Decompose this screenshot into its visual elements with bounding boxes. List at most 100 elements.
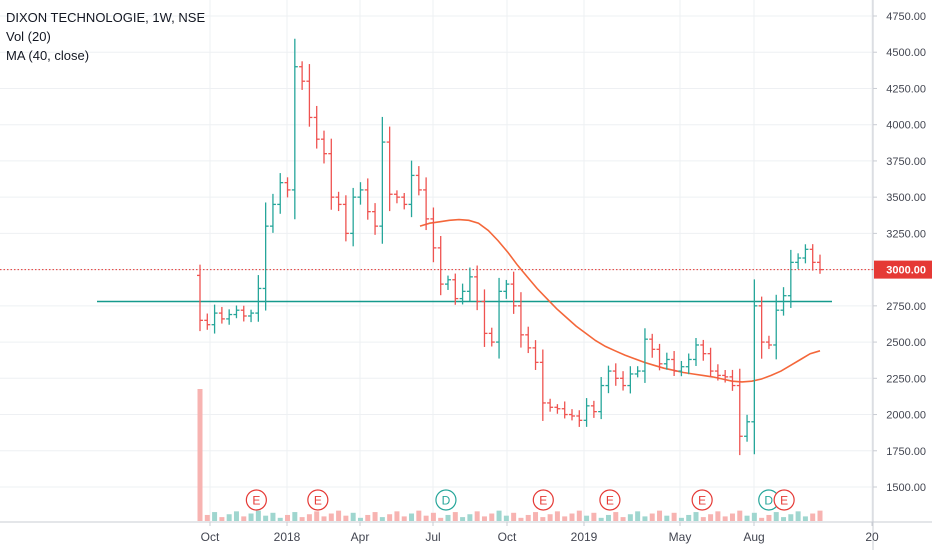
- ohlc-bar[interactable]: [445, 275, 451, 290]
- ohlc-bar[interactable]: [773, 294, 780, 360]
- ohlc-bar[interactable]: [211, 304, 218, 334]
- ohlc-bar[interactable]: [393, 190, 400, 204]
- ohlc-bar[interactable]: [262, 202, 269, 311]
- ohlc-bar[interactable]: [795, 253, 802, 269]
- ohlc-bar[interactable]: [671, 351, 678, 376]
- volume-indicator-label[interactable]: Vol (20): [6, 29, 51, 44]
- ohlc-bar[interactable]: [386, 126, 393, 212]
- ohlc-bar[interactable]: [525, 326, 532, 354]
- ohlc-bar[interactable]: [561, 401, 568, 419]
- ohlc-bar[interactable]: [415, 166, 422, 196]
- ohlc-bars[interactable]: [197, 38, 823, 456]
- ohlc-bar[interactable]: [306, 64, 313, 127]
- ohlc-bar[interactable]: [685, 353, 692, 375]
- ohlc-bar[interactable]: [620, 371, 627, 391]
- symbol-title[interactable]: DIXON TECHNOLOGIE, 1W, NSE: [6, 10, 206, 25]
- ohlc-bar[interactable]: [765, 335, 772, 350]
- ohlc-bar[interactable]: [590, 400, 597, 418]
- ohlc-bar[interactable]: [809, 244, 816, 271]
- ohlc-bar[interactable]: [656, 343, 663, 371]
- ohlc-bar[interactable]: [291, 38, 298, 220]
- ohlc-bar[interactable]: [693, 337, 699, 366]
- ohlc-bar[interactable]: [569, 409, 575, 421]
- ohlc-bar[interactable]: [218, 306, 225, 324]
- ohlc-bar[interactable]: [255, 275, 262, 322]
- earnings-marker[interactable]: E: [599, 489, 621, 511]
- ohlc-bar[interactable]: [284, 177, 291, 198]
- ohlc-bar[interactable]: [744, 414, 751, 442]
- ohlc-bar[interactable]: [722, 370, 729, 383]
- time-axis[interactable]: Oct 2018 Apr Jul Oct 2019 May Aug 20: [201, 522, 879, 544]
- ohlc-bar[interactable]: [357, 182, 364, 205]
- ohlc-bar[interactable]: [452, 273, 459, 305]
- ohlc-bar[interactable]: [466, 267, 473, 302]
- ohlc-bar[interactable]: [233, 305, 240, 319]
- ohlc-bar[interactable]: [736, 368, 743, 456]
- ohlc-bar[interactable]: [605, 365, 612, 394]
- earnings-marker[interactable]: E: [691, 489, 713, 511]
- ohlc-bar[interactable]: [751, 279, 758, 455]
- ohlc-bar[interactable]: [517, 292, 524, 348]
- earnings-marker[interactable]: E: [307, 489, 329, 511]
- current-price-tag[interactable]: 3000.00: [874, 260, 932, 279]
- ma-indicator-label[interactable]: MA (40, close): [6, 48, 90, 63]
- ohlc-bar[interactable]: [547, 398, 554, 412]
- ohlc-bar[interactable]: [627, 366, 634, 394]
- ohlc-bar[interactable]: [729, 369, 736, 391]
- ohlc-bar[interactable]: [787, 249, 794, 308]
- ohlc-bar[interactable]: [423, 177, 430, 231]
- ohlc-bar[interactable]: [481, 289, 488, 347]
- ohlc-bar[interactable]: [277, 173, 284, 214]
- horizontal-line-layer[interactable]: [0, 269, 873, 303]
- ohlc-bar[interactable]: [299, 61, 306, 90]
- ohlc-bar[interactable]: [802, 244, 809, 264]
- ohlc-bar[interactable]: [780, 287, 787, 316]
- ohlc-bar[interactable]: [379, 116, 386, 244]
- ohlc-bar[interactable]: [342, 195, 349, 242]
- ohlc-bar[interactable]: [197, 264, 203, 332]
- earnings-marker[interactable]: E: [245, 489, 267, 511]
- ohlc-bar[interactable]: [496, 277, 503, 359]
- ohlc-bar[interactable]: [663, 352, 670, 370]
- ohlc-bar[interactable]: [554, 404, 561, 414]
- earnings-marker[interactable]: E: [532, 489, 554, 511]
- ohlc-bar[interactable]: [459, 283, 466, 305]
- ohlc-bar[interactable]: [408, 160, 415, 218]
- earnings-marker[interactable]: E: [773, 489, 795, 511]
- ohlc-bar[interactable]: [598, 377, 605, 420]
- ohlc-bar[interactable]: [350, 187, 357, 247]
- ohlc-bar[interactable]: [583, 398, 590, 427]
- ohlc-bar[interactable]: [335, 191, 342, 212]
- ohlc-bar[interactable]: [226, 309, 233, 325]
- ohlc-bar[interactable]: [437, 235, 444, 296]
- ohlc-bar[interactable]: [634, 366, 641, 378]
- dividend-marker[interactable]: D: [435, 489, 457, 511]
- ohlc-bar[interactable]: [707, 347, 714, 378]
- ohlc-bar[interactable]: [714, 364, 721, 381]
- ohlc-bar[interactable]: [488, 327, 495, 347]
- ohlc-bar[interactable]: [758, 296, 765, 359]
- ohlc-bar[interactable]: [269, 193, 276, 233]
- ohlc-bar[interactable]: [700, 339, 707, 361]
- ohlc-bar[interactable]: [612, 363, 619, 386]
- ohlc-bar[interactable]: [321, 130, 327, 164]
- ohlc-bar[interactable]: [817, 254, 823, 274]
- price-axis[interactable]: 4750.00 4500.00 4250.00 4000.00 3750.00 3500.…: [873, 11, 932, 494]
- ohlc-bar[interactable]: [532, 340, 539, 370]
- ohlc-bar[interactable]: [649, 333, 656, 358]
- ohlc-bar[interactable]: [474, 265, 481, 311]
- ohlc-bar[interactable]: [503, 279, 510, 299]
- ohlc-bar[interactable]: [539, 349, 546, 421]
- ohlc-bar[interactable]: [204, 313, 211, 330]
- ohlc-bar[interactable]: [401, 192, 408, 210]
- ohlc-bar[interactable]: [364, 178, 371, 220]
- ohlc-bar[interactable]: [641, 328, 648, 383]
- ohlc-bar[interactable]: [430, 207, 437, 263]
- ohlc-bar[interactable]: [240, 305, 247, 322]
- ohlc-bar[interactable]: [510, 271, 517, 314]
- ohlc-bar[interactable]: [372, 203, 379, 235]
- ohlc-bar[interactable]: [678, 360, 685, 377]
